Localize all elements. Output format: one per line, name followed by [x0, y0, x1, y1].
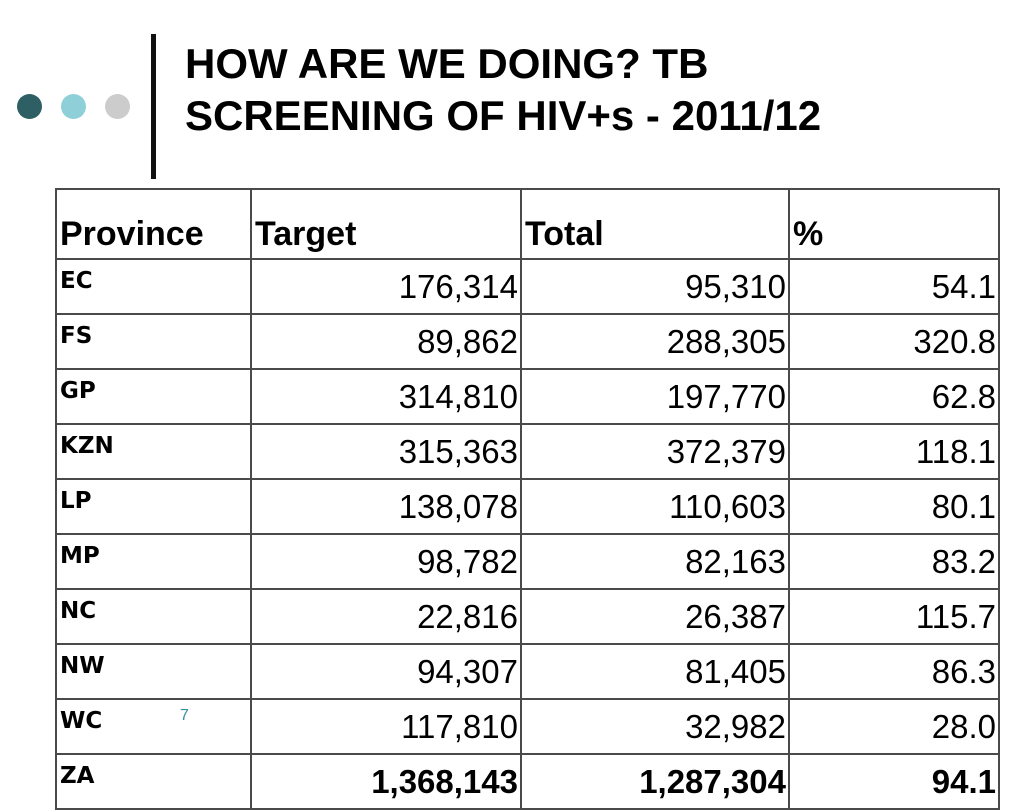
- cell-province: EC: [55, 258, 252, 315]
- table-header-row: Province Target Total %: [55, 188, 1000, 260]
- cell-province: GP: [55, 368, 252, 425]
- slide-title: HOW ARE WE DOING? TB SCREENING OF HIV+s …: [185, 38, 1005, 142]
- cell-target: 138,078: [250, 478, 522, 535]
- slide-title-line-1: HOW ARE WE DOING? TB: [185, 40, 709, 87]
- cell-target: 22,816: [250, 588, 522, 645]
- cell-percent: 62.8: [788, 368, 1000, 425]
- cell-province: MP: [55, 533, 252, 590]
- cell-percent: 83.2: [788, 533, 1000, 590]
- decorative-dot-light: [61, 94, 86, 119]
- cell-target: 89,862: [250, 313, 522, 370]
- cell-target: 98,782: [250, 533, 522, 590]
- table-row: NC 22,816 26,387 115.7: [55, 588, 1000, 645]
- cell-total: 32,982: [520, 698, 790, 755]
- cell-province: NW: [55, 643, 252, 700]
- cell-province: FS: [55, 313, 252, 370]
- cell-total: 95,310: [520, 258, 790, 315]
- page-number: 7: [180, 707, 189, 724]
- table-row: LP 138,078 110,603 80.1: [55, 478, 1000, 535]
- slide-title-line-2: SCREENING OF HIV+s - 2011/12: [185, 92, 822, 139]
- cell-total: 1,287,304: [520, 753, 790, 810]
- cell-target: 176,314: [250, 258, 522, 315]
- table-row: KZN 315,363 372,379 118.1: [55, 423, 1000, 480]
- cell-percent: 80.1: [788, 478, 1000, 535]
- cell-total: 81,405: [520, 643, 790, 700]
- decorative-dot-gray: [105, 94, 130, 119]
- cell-percent: 320.8: [788, 313, 1000, 370]
- table-row: GP 314,810 197,770 62.8: [55, 368, 1000, 425]
- cell-percent: 86.3: [788, 643, 1000, 700]
- title-divider: [151, 34, 156, 179]
- cell-total: 372,379: [520, 423, 790, 480]
- cell-target: 315,363: [250, 423, 522, 480]
- table-total-row: ZA 1,368,143 1,287,304 94.1: [55, 753, 1000, 810]
- cell-province: KZN: [55, 423, 252, 480]
- cell-total: 110,603: [520, 478, 790, 535]
- header-total: Total: [520, 188, 790, 260]
- table-row: WC 117,810 32,982 28.0: [55, 698, 1000, 755]
- cell-total: 197,770: [520, 368, 790, 425]
- cell-total: 82,163: [520, 533, 790, 590]
- header-province: Province: [55, 188, 252, 260]
- table-row: EC 176,314 95,310 54.1: [55, 258, 1000, 315]
- cell-percent: 115.7: [788, 588, 1000, 645]
- cell-province: NC: [55, 588, 252, 645]
- header-target: Target: [250, 188, 522, 260]
- cell-total: 26,387: [520, 588, 790, 645]
- cell-province: WC: [55, 698, 252, 755]
- cell-percent: 28.0: [788, 698, 1000, 755]
- cell-target: 1,368,143: [250, 753, 522, 810]
- cell-percent: 94.1: [788, 753, 1000, 810]
- table-row: FS 89,862 288,305 320.8: [55, 313, 1000, 370]
- tb-screening-table: Province Target Total % EC 176,314 95,31…: [55, 188, 1000, 810]
- cell-province: ZA: [55, 753, 252, 810]
- cell-target: 94,307: [250, 643, 522, 700]
- header-percent: %: [788, 188, 1000, 260]
- cell-target: 117,810: [250, 698, 522, 755]
- cell-province: LP: [55, 478, 252, 535]
- cell-total: 288,305: [520, 313, 790, 370]
- cell-percent: 118.1: [788, 423, 1000, 480]
- table-row: NW 94,307 81,405 86.3: [55, 643, 1000, 700]
- table-row: MP 98,782 82,163 83.2: [55, 533, 1000, 590]
- cell-target: 314,810: [250, 368, 522, 425]
- cell-percent: 54.1: [788, 258, 1000, 315]
- decorative-dot-dark: [17, 94, 42, 119]
